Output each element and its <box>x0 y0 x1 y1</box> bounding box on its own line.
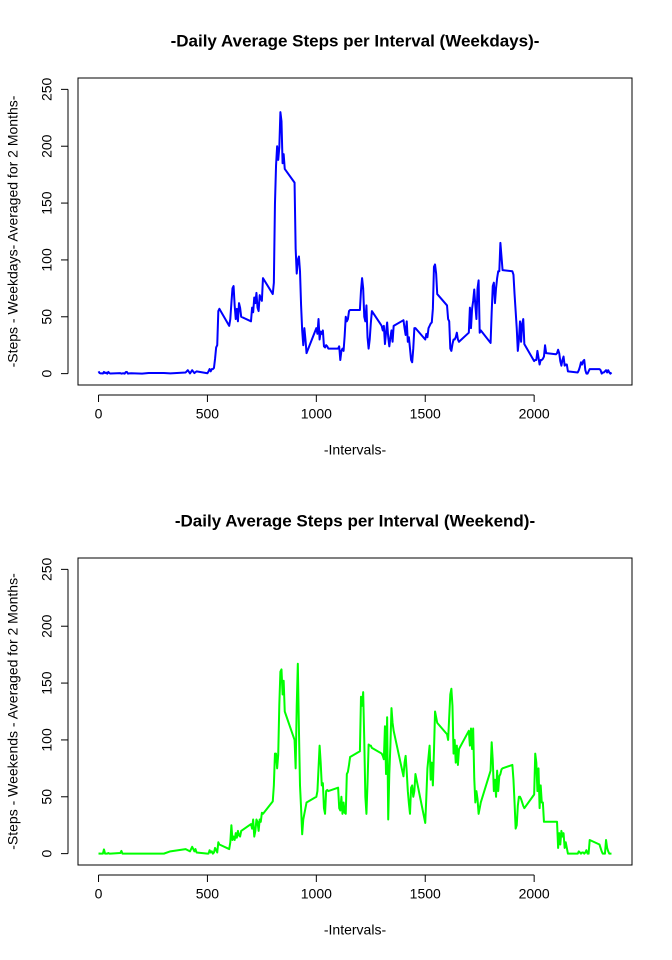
x-tick-label: 1500 <box>410 886 441 902</box>
y-tick-label: 150 <box>39 191 55 215</box>
x-tick-label: 0 <box>95 886 103 902</box>
y-tick-label: 50 <box>39 309 55 325</box>
x-tick-label: 1000 <box>301 406 332 422</box>
x-tick-label: 1000 <box>301 886 332 902</box>
chart-title: -Daily Average Steps per Interval (Weeke… <box>175 511 535 530</box>
x-axis-label: -Intervals- <box>324 922 387 938</box>
plot-box <box>77 77 633 386</box>
data-line <box>98 662 612 855</box>
y-tick-label: 50 <box>39 789 55 805</box>
plot-box <box>77 557 633 866</box>
data-line <box>97 111 613 375</box>
y-tick-label: 200 <box>39 134 55 158</box>
x-axis-label: -Intervals- <box>324 442 387 458</box>
y-tick-label: 0 <box>39 850 55 858</box>
y-tick-label: 150 <box>39 671 55 695</box>
y-axis-label: -Steps - Weekdays- Averaged for 2 Months… <box>5 95 21 367</box>
chart-title: -Daily Average Steps per Interval (Weekd… <box>171 31 540 50</box>
y-tick-label: 250 <box>39 77 55 101</box>
x-tick-label: 2000 <box>519 886 550 902</box>
y-tick-label: 100 <box>39 248 55 272</box>
x-tick-label: 1500 <box>410 406 441 422</box>
y-tick-label: 200 <box>39 614 55 638</box>
y-tick-label: 100 <box>39 728 55 752</box>
x-tick-label: 500 <box>196 886 220 902</box>
x-tick-label: 500 <box>196 406 220 422</box>
y-axis-label: -Steps - Weekends - Averaged for 2 Month… <box>5 573 21 850</box>
y-tick-label: 0 <box>39 370 55 378</box>
y-tick-label: 250 <box>39 557 55 581</box>
x-tick-label: 0 <box>95 406 103 422</box>
x-tick-label: 2000 <box>519 406 550 422</box>
